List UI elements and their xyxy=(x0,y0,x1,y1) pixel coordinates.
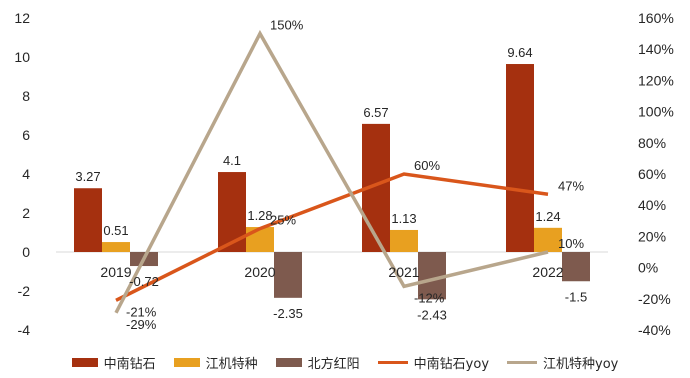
y-right-tick-label: 60% xyxy=(638,166,666,182)
line-data-label: 150% xyxy=(270,18,304,33)
line-series-5 xyxy=(114,29,549,314)
bar-2-2020 xyxy=(246,227,274,252)
legend-item: 中南钻石 xyxy=(71,353,156,372)
bar-data-label: 1.24 xyxy=(535,209,560,224)
data-labels: 3.27 4.1 6.57 9.64 0.51 1.28 1.13 1.24 -0.72 -2.3… xyxy=(75,18,587,332)
bar-data-label: 9.64 xyxy=(507,45,532,60)
bar-data-label: -0.72 xyxy=(129,274,159,289)
bar-data-label: 0.51 xyxy=(103,223,128,238)
y-right-tick-label: 20% xyxy=(638,228,666,244)
bar-data-label: 6.57 xyxy=(363,105,388,120)
bar-3-2020 xyxy=(274,252,302,298)
y-right-tick-label: 80% xyxy=(638,135,666,151)
line-data-label: 10% xyxy=(558,236,584,251)
legend-label: 北方红阳 xyxy=(307,356,360,372)
bar-1-2022 xyxy=(506,64,534,253)
legend-swatch xyxy=(507,360,538,364)
x-category-label: 2020 xyxy=(244,264,275,280)
bar-data-label: -2.43 xyxy=(417,307,447,322)
line-series-4 xyxy=(115,172,549,302)
legend-label: 江机特种 xyxy=(205,356,258,372)
bar-data-label: 1.13 xyxy=(391,211,416,226)
y-left-tick-label: 2 xyxy=(22,205,30,221)
y-left-tick-label: -4 xyxy=(18,322,31,338)
y-right-tick-label: -40% xyxy=(638,322,671,338)
x-axis-categories: 2019 2020 2021 2022 xyxy=(100,264,563,280)
legend-swatch xyxy=(377,360,408,364)
legend-item: 北方红阳 xyxy=(275,353,360,372)
x-category-label: 2022 xyxy=(532,264,563,280)
bars-group xyxy=(74,64,590,300)
bar-2-2022 xyxy=(534,227,562,252)
line-data-label: 47% xyxy=(558,178,584,193)
y-right-tick-label: 40% xyxy=(638,197,666,213)
line-data-label: 25% xyxy=(270,213,296,228)
y-right-tick-label: 0% xyxy=(638,260,658,276)
line-data-label: -12% xyxy=(414,290,445,305)
y-right-tick-label: 120% xyxy=(638,72,674,88)
legend-label: 中南钻石 xyxy=(103,356,156,372)
y-left-tick-label: 6 xyxy=(22,127,30,143)
bar-data-label: 4.1 xyxy=(223,153,241,168)
y-right-tick-label: 160% xyxy=(638,10,674,26)
y-left-tick-label: 8 xyxy=(22,88,30,104)
bar-2-2021 xyxy=(390,229,418,252)
bar-data-label: -2.35 xyxy=(273,306,303,321)
bar-data-label: 3.27 xyxy=(75,169,100,184)
y-left-tick-label: 4 xyxy=(22,166,30,182)
legend-item: 江机特种 xyxy=(173,353,258,372)
legend-swatch xyxy=(275,357,302,367)
line-data-label: 60% xyxy=(414,158,440,173)
bar-data-label: -1.5 xyxy=(565,289,587,304)
x-category-label: 2019 xyxy=(100,264,131,280)
y-right-tick-label: 100% xyxy=(638,104,674,120)
legend-swatch xyxy=(71,357,98,367)
legend-swatch xyxy=(173,357,200,367)
line-data-label: -29% xyxy=(126,317,157,332)
line-data-label: -21% xyxy=(126,304,157,319)
y-left-tick-label: 12 xyxy=(14,10,30,26)
bar-1-2020 xyxy=(218,172,246,252)
left-axis: -4 -2 0 2 4 6 8 10 12 xyxy=(14,10,30,338)
lines-group xyxy=(114,29,549,314)
bar-data-label: 1.28 xyxy=(247,208,272,223)
y-right-tick-label: 140% xyxy=(638,41,674,57)
y-left-tick-label: -2 xyxy=(18,283,31,299)
legend-item: 江机特种yoy xyxy=(507,353,618,372)
chart-legend: 中南钻石 江机特种 北方红阳 中南钻石yoy 江机特种yoy xyxy=(0,350,690,374)
legend-item: 中南钻石yoy xyxy=(377,353,490,372)
legend-label: 江机特种yoy xyxy=(543,356,619,372)
y-left-tick-label: 0 xyxy=(22,244,30,260)
bar-3-2022 xyxy=(562,252,590,282)
x-category-label: 2021 xyxy=(388,264,419,280)
bar-1-2019 xyxy=(74,188,102,252)
y-right-tick-label: -20% xyxy=(638,291,671,307)
right-axis: -40% -20% 0% 20% 40% 60% 80% 100% 120% 140% 160% xyxy=(638,10,674,338)
bar-2-2019 xyxy=(102,242,130,252)
y-left-tick-label: 10 xyxy=(14,49,30,65)
legend-label: 中南钻石yoy xyxy=(413,356,490,372)
